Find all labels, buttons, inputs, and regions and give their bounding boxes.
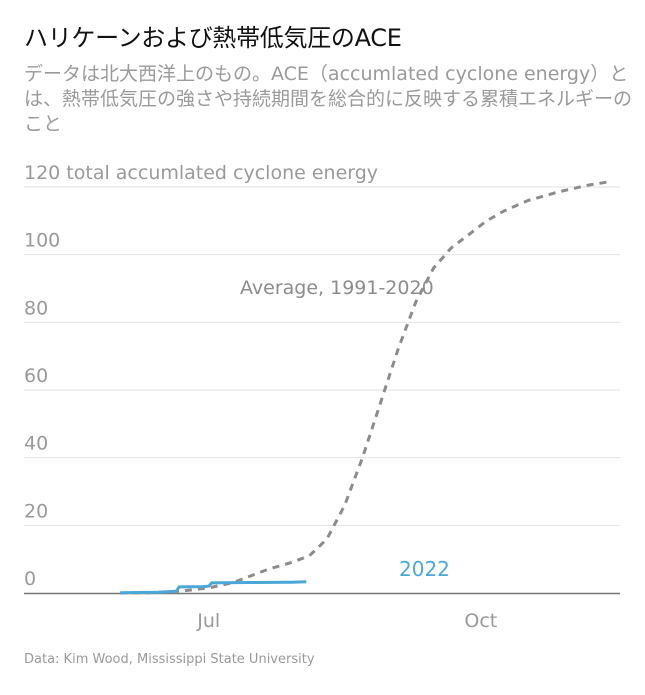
y-tick-label-0: 0 xyxy=(24,568,36,590)
y-tick-label-60: 60 xyxy=(24,365,48,387)
x-tick-label-oct: Oct xyxy=(464,610,497,632)
y-tick-label-40: 40 xyxy=(24,433,48,455)
y-tick-label-80: 80 xyxy=(24,297,48,319)
series-label-2022: 2022 xyxy=(399,557,450,581)
series-line-average xyxy=(119,180,609,595)
x-tick-label-jul: Jul xyxy=(196,610,220,632)
chart-subtitle: データは北大西洋上のもの。ACE（accumlated cyclone ener… xyxy=(24,63,633,135)
source-note: Data: Kim Wood, Mississippi State Univer… xyxy=(24,652,315,667)
series-label-average: Average, 1991-2020 xyxy=(240,277,434,299)
y-tick-label-120: 120 total accumlated cyclone energy xyxy=(24,162,378,184)
y-tick-label-20: 20 xyxy=(24,500,48,522)
y-tick-label-100: 100 xyxy=(24,230,60,252)
series-line-2022 xyxy=(119,580,307,595)
chart-title: ハリケーンおよび熱帯低気圧のACE xyxy=(24,24,402,52)
